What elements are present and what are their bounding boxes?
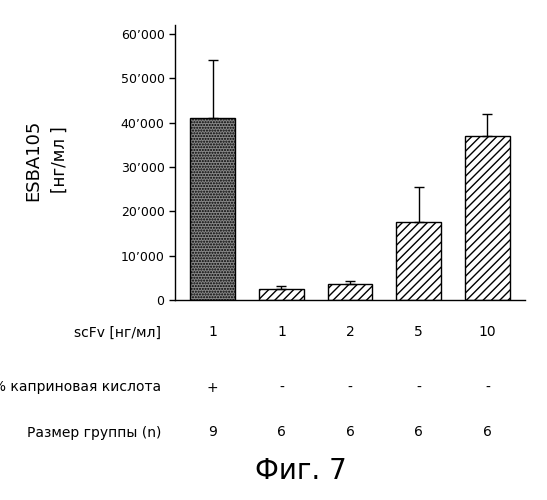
Text: 0,5% каприновая кислота: 0,5% каприновая кислота — [0, 380, 161, 394]
Text: -: - — [279, 380, 284, 394]
Bar — [328, 284, 373, 300]
Text: 9: 9 — [208, 426, 217, 440]
Text: ESBA105: ESBA105 — [24, 120, 42, 200]
Text: 1: 1 — [208, 326, 217, 340]
Bar — [259, 289, 304, 300]
Bar — [190, 118, 235, 300]
Bar — [397, 222, 441, 300]
Text: 6: 6 — [483, 426, 492, 440]
Text: +: + — [207, 380, 219, 394]
Text: -: - — [348, 380, 352, 394]
Text: 6: 6 — [414, 426, 423, 440]
Bar — [465, 136, 510, 300]
Text: Фиг. 7: Фиг. 7 — [255, 457, 347, 485]
Text: 10: 10 — [479, 326, 496, 340]
Text: 5: 5 — [414, 326, 423, 340]
Text: -: - — [416, 380, 421, 394]
Text: 2: 2 — [346, 326, 354, 340]
Text: [нг/мл ]: [нг/мл ] — [51, 126, 69, 194]
Text: scFv [нг/мл]: scFv [нг/мл] — [74, 326, 161, 340]
Text: 6: 6 — [346, 426, 354, 440]
Text: -: - — [485, 380, 490, 394]
Text: Размер группы (n): Размер группы (n) — [27, 426, 161, 440]
Text: 6: 6 — [277, 426, 286, 440]
Text: 1: 1 — [277, 326, 286, 340]
